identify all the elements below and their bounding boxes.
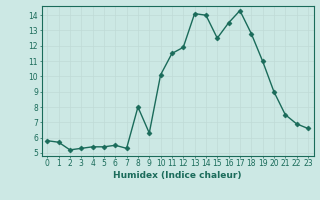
X-axis label: Humidex (Indice chaleur): Humidex (Indice chaleur) (113, 171, 242, 180)
